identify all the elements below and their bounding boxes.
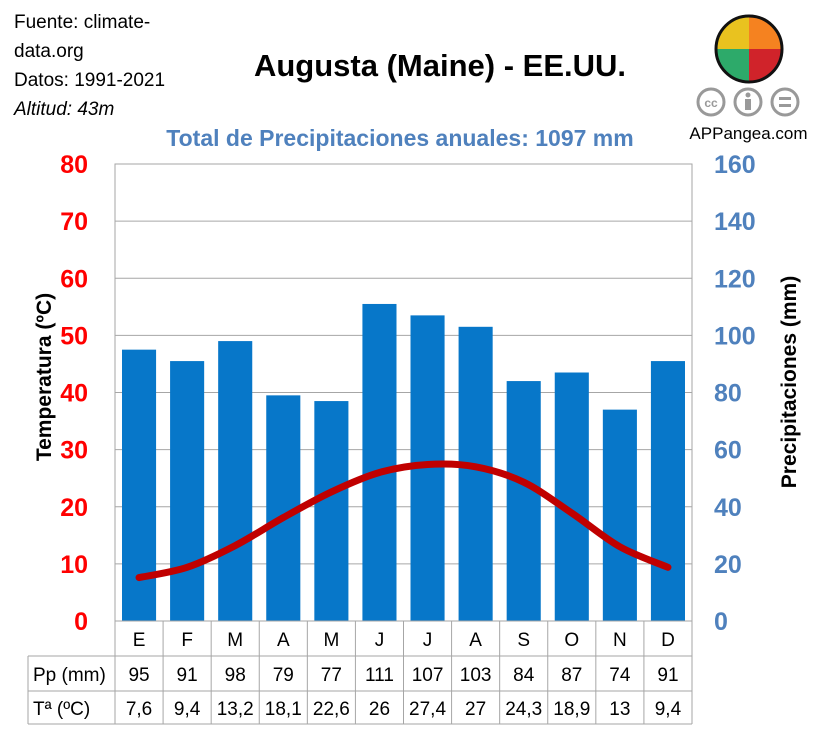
y-tick-right: 120	[714, 265, 756, 293]
altitude: Altitud: 43m	[14, 99, 115, 120]
temp-value: 13	[609, 699, 630, 720]
precip-value: 107	[412, 665, 444, 686]
y-tick-right: 100	[714, 322, 756, 350]
y-tick-left: 0	[74, 608, 88, 636]
by-icon	[733, 87, 763, 117]
table-label-t: Tª (ºC)	[33, 699, 90, 720]
temp-value: 13,2	[217, 699, 254, 720]
y-tick-left: 50	[60, 322, 88, 350]
svg-text:cc: cc	[704, 96, 718, 110]
precip-bar	[650, 361, 685, 621]
y-tick-left: 30	[60, 437, 88, 465]
y-tick-right: 80	[714, 380, 742, 408]
y-axis-right-label: Precipitaciones (mm)	[778, 275, 801, 489]
month-label: M	[227, 630, 243, 651]
month-label: M	[323, 630, 339, 651]
precip-value: 79	[273, 665, 294, 686]
y-tick-right: 140	[714, 208, 756, 236]
precip-bar	[554, 372, 589, 621]
temp-value: 7,6	[126, 699, 152, 720]
y-tick-left: 80	[60, 151, 88, 179]
temp-value: 18,9	[553, 699, 590, 720]
precip-bar	[506, 381, 541, 621]
precip-bar	[170, 361, 205, 621]
y-tick-right: 20	[714, 551, 742, 579]
precip-value: 77	[321, 665, 342, 686]
precip-bar	[218, 341, 253, 621]
month-label: O	[564, 630, 579, 651]
precip-value: 98	[225, 665, 246, 686]
temp-value: 9,4	[174, 699, 201, 720]
table-label-pp: Pp (mm)	[33, 665, 106, 686]
precip-bar	[602, 409, 637, 621]
data-years: Datos: 1991-2021	[14, 70, 166, 91]
source-line2: data.org	[14, 41, 84, 62]
precip-value: 91	[657, 665, 678, 686]
y-tick-left: 20	[60, 494, 88, 522]
precip-value: 95	[128, 665, 149, 686]
precip-value: 87	[561, 665, 582, 686]
temp-value: 18,1	[265, 699, 302, 720]
chart-subtitle: Total de Precipitaciones anuales: 1097 m…	[166, 125, 634, 151]
precip-value: 111	[365, 665, 394, 686]
y-tick-right: 0	[714, 608, 728, 636]
month-label: E	[133, 630, 146, 651]
y-tick-right: 60	[714, 437, 742, 465]
month-label: J	[423, 630, 433, 651]
nd-icon	[770, 87, 800, 117]
temp-value: 22,6	[313, 699, 350, 720]
month-label: N	[613, 630, 627, 651]
puzzle-logo-icon	[714, 14, 784, 84]
source-line1: Fuente: climate-	[14, 12, 151, 33]
y-tick-left: 70	[60, 208, 88, 236]
month-label: F	[181, 630, 193, 651]
temp-value: 26	[369, 699, 390, 720]
y-tick-right: 160	[714, 151, 756, 179]
y-tick-right: 40	[714, 494, 742, 522]
temp-value: 27,4	[409, 699, 446, 720]
month-label: D	[661, 630, 675, 651]
precip-value: 103	[460, 665, 492, 686]
y-tick-left: 60	[60, 265, 88, 293]
precip-bar	[362, 303, 397, 621]
month-label: A	[277, 630, 290, 651]
month-label: S	[517, 630, 530, 651]
month-label: J	[375, 630, 385, 651]
precip-value: 91	[177, 665, 198, 686]
y-tick-left: 10	[60, 551, 88, 579]
chart-title: Augusta (Maine) - EE.UU.	[253, 48, 626, 83]
y-axis-left-label: Temperatura (ºC)	[33, 292, 56, 462]
precip-value: 74	[609, 665, 631, 686]
temperature-line	[135, 460, 672, 582]
precip-value: 84	[513, 665, 535, 686]
temp-value: 27	[465, 699, 486, 720]
precip-bar	[458, 326, 493, 621]
temp-value: 9,4	[655, 699, 682, 720]
site-name: APPangea.com	[689, 124, 808, 143]
source-info: Fuente: climate- data.org Datos: 1991-20…	[14, 8, 165, 124]
cc-icon: cc	[696, 87, 726, 117]
temp-value: 24,3	[505, 699, 542, 720]
month-label: A	[469, 630, 482, 651]
precip-bar	[314, 401, 349, 621]
y-tick-left: 40	[60, 380, 88, 408]
